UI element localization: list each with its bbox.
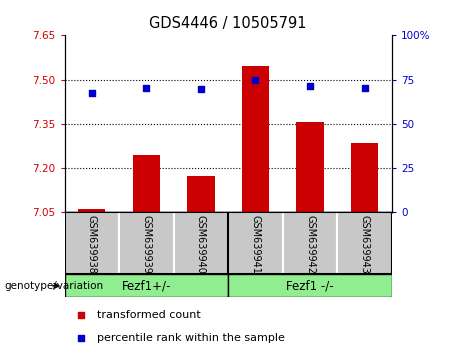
Bar (242, 67, 269, 212)
Text: genotype/variation: genotype/variation (5, 281, 104, 291)
Text: GSM639943: GSM639943 (360, 216, 370, 274)
Bar (228, 212, 283, 274)
Point (306, 83, 313, 88)
Bar (78, 209, 106, 212)
Point (77, 335, 85, 341)
Text: Fezf1+/-: Fezf1+/- (122, 279, 171, 292)
Text: GSM639939: GSM639939 (142, 216, 151, 274)
Bar (119, 212, 174, 274)
Point (361, 85, 368, 91)
Text: Fezf1 -/-: Fezf1 -/- (286, 279, 334, 292)
Bar (283, 212, 337, 274)
Bar (187, 176, 214, 212)
Text: GSM639940: GSM639940 (196, 216, 206, 274)
Bar (337, 212, 392, 274)
Bar (351, 143, 378, 212)
Bar (65, 212, 119, 274)
Bar (228, 274, 392, 297)
Bar (133, 155, 160, 212)
Bar (296, 122, 324, 212)
Point (197, 86, 205, 92)
Text: percentile rank within the sample: percentile rank within the sample (97, 333, 285, 343)
Point (252, 77, 259, 82)
Bar (174, 212, 228, 274)
Point (77, 312, 85, 318)
Text: GSM639938: GSM639938 (87, 216, 97, 274)
Point (142, 85, 150, 91)
Text: transformed count: transformed count (97, 310, 201, 320)
Title: GDS4446 / 10505791: GDS4446 / 10505791 (149, 16, 307, 32)
Bar (65, 274, 228, 297)
Text: GSM639941: GSM639941 (250, 216, 260, 274)
Text: GSM639942: GSM639942 (305, 216, 315, 274)
Point (88, 90, 95, 96)
